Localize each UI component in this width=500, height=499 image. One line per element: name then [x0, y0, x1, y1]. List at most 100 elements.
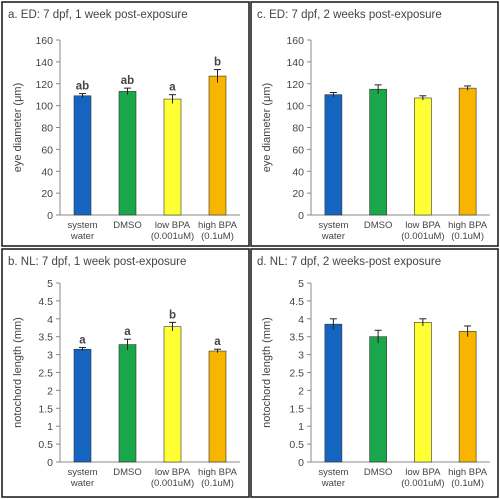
x-tick-label: (0.1uM)	[201, 478, 234, 489]
y-axis-label: eye diameter (μm)	[12, 83, 24, 172]
significance-label: ab	[76, 81, 89, 93]
x-tick-label: system	[318, 220, 348, 231]
x-tick-label: water	[70, 231, 94, 242]
chart-panel: a. ED: 7 dpf, 1 week post-exposure 0 20 40 6…	[1, 1, 250, 247]
y-tick-label: 3.5	[289, 332, 304, 344]
y-tick-label: 120	[35, 79, 53, 91]
y-tick-label: 160	[35, 35, 53, 47]
chart-title: b. NL: 7 dpf, 1 week post-exposure	[8, 256, 186, 268]
x-tick-label: low BPA	[405, 467, 441, 478]
y-tick-label: 1	[47, 421, 53, 433]
bar	[369, 336, 387, 463]
y-tick-label: 0.5	[289, 439, 304, 451]
y-tick-label: 160	[286, 35, 304, 47]
x-tick-label: (0.001uM)	[401, 478, 444, 489]
x-tick-label: DMSO	[113, 467, 142, 478]
significance-label: b	[214, 57, 221, 69]
x-tick-label: high BPA	[448, 467, 488, 478]
bar	[458, 331, 477, 463]
bar	[458, 87, 477, 216]
x-tick-label: water	[321, 478, 345, 489]
bar	[163, 98, 182, 216]
x-tick-label: high BPA	[448, 220, 488, 231]
chart-panel: d. NL: 7 dpf, 2 weeks-post exposure 0 0.5 1…	[250, 248, 499, 498]
x-tick-label: (0.001uM)	[151, 478, 194, 489]
y-axis-label: eye diameter (μm)	[261, 83, 273, 172]
bar	[118, 344, 137, 463]
x-tick-label: DMSO	[364, 467, 393, 478]
y-tick-label: 3	[47, 350, 53, 362]
bar	[73, 348, 92, 463]
significance-label: ab	[121, 75, 134, 87]
x-tick-label: system	[67, 467, 97, 478]
significance-label: a	[124, 326, 131, 338]
bar	[73, 95, 92, 216]
y-tick-label: 80	[292, 123, 304, 135]
y-tick-label: 0	[298, 457, 304, 469]
y-tick-label: 2.5	[38, 368, 53, 380]
x-tick-label: high BPA	[198, 220, 238, 231]
x-tick-label: high BPA	[198, 467, 238, 478]
y-tick-label: 100	[35, 101, 53, 113]
bar	[324, 323, 343, 463]
y-tick-label: 20	[292, 188, 304, 200]
y-tick-label: 4	[298, 314, 304, 326]
chart-panel: c. ED: 7 dpf, 2 weeks post-exposure 0 20 40…	[250, 1, 499, 247]
bar	[414, 322, 432, 463]
bar	[369, 88, 387, 216]
y-tick-label: 0	[47, 457, 53, 469]
y-tick-label: 4.5	[289, 296, 304, 308]
x-tick-label: low BPA	[155, 467, 191, 478]
x-tick-label: (0.1uM)	[201, 231, 234, 242]
chart-title: d. NL: 7 dpf, 2 weeks-post exposure	[257, 256, 441, 268]
bar	[163, 326, 182, 463]
y-tick-label: 140	[286, 57, 304, 69]
significance-label: b	[169, 309, 176, 321]
significance-label: a	[169, 82, 176, 94]
x-tick-label: water	[321, 231, 345, 242]
y-tick-label: 5	[298, 278, 304, 290]
y-tick-label: 2	[47, 385, 53, 397]
y-tick-label: 3.5	[38, 332, 53, 344]
x-tick-label: DMSO	[364, 220, 393, 231]
y-tick-label: 40	[292, 166, 304, 178]
y-tick-label: 140	[35, 57, 53, 69]
x-tick-label: water	[70, 478, 94, 489]
bar	[414, 97, 432, 216]
y-tick-label: 2	[298, 385, 304, 397]
y-tick-label: 1	[298, 421, 304, 433]
y-tick-label: 60	[41, 144, 53, 156]
y-tick-label: 1.5	[38, 403, 53, 415]
x-tick-label: (0.001uM)	[401, 231, 444, 242]
y-tick-label: 3	[298, 350, 304, 362]
x-tick-label: (0.1uM)	[451, 478, 484, 489]
y-tick-label: 60	[292, 144, 304, 156]
x-tick-label: (0.001uM)	[151, 231, 194, 242]
y-tick-label: 20	[41, 188, 53, 200]
bar	[208, 75, 227, 216]
x-tick-label: low BPA	[405, 220, 441, 231]
x-tick-label: (0.1uM)	[451, 231, 484, 242]
bar	[208, 350, 227, 463]
y-tick-label: 1.5	[289, 403, 304, 415]
x-tick-label: system	[318, 467, 348, 478]
x-tick-label: low BPA	[155, 220, 191, 231]
y-tick-label: 4.5	[38, 296, 53, 308]
x-tick-label: system	[67, 220, 97, 231]
y-axis-label: notochord length (mm)	[12, 317, 24, 428]
y-tick-label: 0	[47, 210, 53, 222]
y-tick-label: 5	[47, 278, 53, 290]
y-axis-label: notochord length (mm)	[261, 317, 273, 428]
chart-title: a. ED: 7 dpf, 1 week post-exposure	[8, 9, 188, 21]
y-tick-label: 120	[286, 79, 304, 91]
significance-label: a	[214, 336, 221, 348]
y-tick-label: 2.5	[289, 368, 304, 380]
y-tick-label: 40	[41, 166, 53, 178]
significance-label: a	[79, 334, 86, 346]
y-tick-label: 0	[298, 210, 304, 222]
y-tick-label: 4	[47, 314, 53, 326]
y-tick-label: 80	[41, 123, 53, 135]
chart-panel: b. NL: 7 dpf, 1 week post-exposure 0 0.5 1 1…	[1, 248, 250, 498]
y-tick-label: 0.5	[38, 439, 53, 451]
